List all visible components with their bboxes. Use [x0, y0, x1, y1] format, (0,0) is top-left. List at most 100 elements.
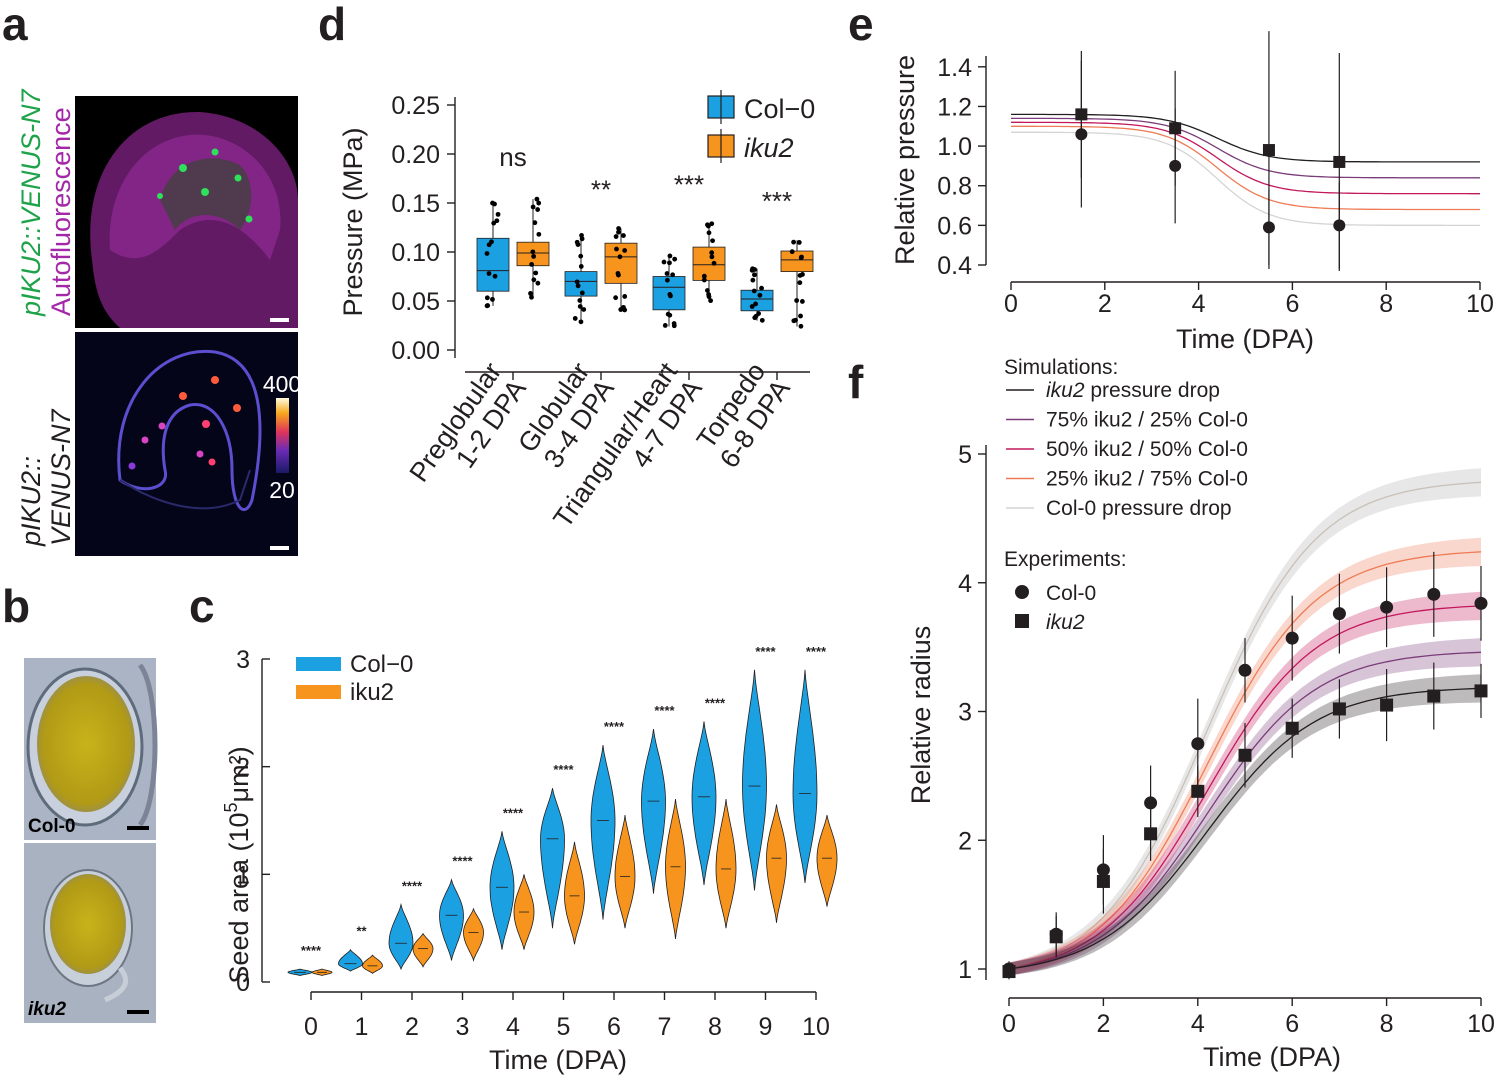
e-y-tick-label: 1.0: [937, 133, 972, 161]
d-data-point: [578, 253, 584, 259]
reporter-label-line1: pIKU2::: [16, 456, 46, 547]
f-marker-iku2: [1002, 965, 1016, 979]
d-data-point: [797, 273, 803, 278]
d-data-point: [710, 238, 715, 244]
d-box-iku2: [604, 242, 638, 284]
e-marker-iku2: [1169, 122, 1182, 135]
d-data-point: [667, 260, 672, 266]
d-data-point: [672, 256, 678, 262]
d-data-point: [581, 307, 587, 312]
autofluorescence-label: Autofluorescence: [46, 107, 76, 316]
d-data-point: [621, 233, 626, 238]
e-simulation-line: [1011, 125, 1480, 211]
d-data-point: [798, 323, 804, 329]
c-violin-iku2: [463, 907, 484, 963]
panel-label-e: e: [848, 0, 874, 50]
e-y-tick-label: 0.8: [937, 173, 972, 201]
c-ylabel-prefix: Seed area (10: [224, 812, 254, 983]
c-significance-label: ****: [806, 644, 827, 659]
panel-label-c: c: [189, 580, 215, 632]
c-violin-iku2: [564, 841, 585, 945]
e-simulation-line: [1011, 121, 1480, 195]
f-marker-iku2: [1144, 827, 1158, 841]
d-data-point: [796, 240, 802, 245]
f-y-tick-label: 3: [958, 699, 972, 727]
f-y-axis-label: Relative radius: [906, 626, 936, 805]
f-legend-simulations-title: Simulations:: [1004, 356, 1118, 379]
c-legend-col0: Col−0: [350, 651, 413, 678]
d-data-point: [575, 242, 581, 247]
e-marker-col0: [1333, 219, 1346, 232]
f-marker-iku2: [1427, 689, 1441, 703]
e-x-tick-label: 6: [1285, 290, 1299, 318]
c-violin-col0: [792, 669, 818, 883]
f-marker-col0: [1474, 596, 1488, 610]
panel-a-bottom-label: pIKU2:: VENUS-N7: [16, 408, 76, 547]
e-marker-col0: [1075, 128, 1088, 141]
d-data-point: [749, 304, 755, 309]
d-data-point: [579, 236, 585, 242]
d-data-point: [530, 249, 536, 255]
f-marker-iku2: [1474, 684, 1488, 698]
c-violin-col0: [338, 948, 363, 972]
d-y-tick-label: 0.15: [391, 190, 440, 218]
d-data-point: [531, 253, 537, 259]
d-data-point: [484, 251, 490, 256]
f-legend-sim-label-rest: 75% iku2 / 25% Col-0: [1046, 409, 1248, 432]
f-legend-sim-label: 75% iku2 / 25% Col-0: [1046, 409, 1248, 432]
c-y-axis-label: Seed area (105μm²): [221, 746, 254, 983]
c-significance-label: ****: [755, 644, 776, 659]
f-x-tick-label: 2: [1096, 1010, 1110, 1038]
f-marker-col0: [1332, 607, 1346, 621]
f-marker-iku2: [1238, 748, 1252, 762]
d-data-point: [797, 280, 803, 286]
f-x-tick-label: 4: [1191, 1010, 1205, 1038]
c-violin-col0: [540, 788, 565, 929]
d-data-point: [798, 313, 803, 319]
c-significance-label: ****: [402, 878, 423, 893]
d-data-point: [622, 248, 628, 253]
colorbar-max-label: 400: [263, 371, 301, 397]
d-box-col0: [476, 237, 510, 292]
e-y-axis-label: Relative pressure: [890, 55, 920, 265]
c-x-axis-label: Time (DPA): [489, 1045, 627, 1075]
micrograph-iku2: iku2: [24, 843, 156, 1023]
c-significance-label: ****: [654, 703, 675, 718]
c-x-tick-label: 9: [759, 1013, 773, 1041]
panel-a-top-label: pIKU2::VENUS-N7 Autofluorescence: [16, 88, 76, 317]
e-x-tick-label: 4: [1192, 290, 1206, 318]
f-y-tick-label: 4: [958, 570, 972, 598]
d-data-point: [709, 254, 715, 260]
e-x-tick-label: 0: [1004, 290, 1018, 318]
f-legend-marker-iku2: [1015, 614, 1029, 628]
e-y-tick-label: 0.6: [937, 212, 972, 240]
c-x-tick-label: 1: [355, 1013, 369, 1041]
f-marker-iku2: [1049, 930, 1063, 944]
micrograph-top: [75, 96, 299, 328]
f-legend-exp-iku2: iku2: [1046, 611, 1085, 634]
d-data-point: [618, 307, 624, 312]
d-data-point: [661, 259, 667, 265]
f-legend-sim-label: 50% iku2 / 50% Col-0: [1046, 438, 1248, 461]
d-data-point: [614, 246, 619, 252]
c-significance-label: ****: [705, 695, 726, 710]
f-marker-iku2: [1191, 784, 1205, 798]
micrograph-bottom: 400 20: [75, 332, 301, 556]
d-data-point: [706, 223, 711, 229]
d-data-point: [705, 288, 710, 293]
e-simulation-line: [1010, 131, 1480, 227]
f-x-tick-label: 10: [1467, 1010, 1495, 1038]
e-y-tick-label: 1.2: [937, 93, 972, 121]
c-legend-swatch-col0: [296, 657, 341, 671]
d-data-point: [752, 272, 757, 278]
c-x-tick-label: 2: [405, 1013, 419, 1041]
d-data-point: [664, 277, 670, 283]
d-data-point: [617, 254, 623, 260]
c-violin-iku2: [766, 804, 787, 923]
d-data-point: [711, 260, 717, 266]
c-x-tick-label: 4: [506, 1013, 520, 1041]
f-marker-col0: [1427, 587, 1441, 601]
panel-label-b: b: [2, 580, 30, 632]
d-data-point: [579, 290, 585, 296]
e-x-tick-label: 10: [1466, 290, 1494, 318]
